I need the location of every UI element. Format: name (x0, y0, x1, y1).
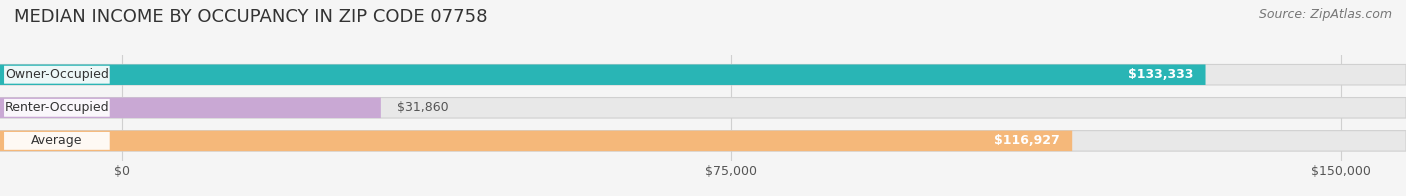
Text: Average: Average (31, 134, 83, 147)
FancyBboxPatch shape (0, 98, 381, 118)
Text: Source: ZipAtlas.com: Source: ZipAtlas.com (1258, 8, 1392, 21)
Text: $133,333: $133,333 (1128, 68, 1194, 81)
FancyBboxPatch shape (0, 98, 1406, 118)
FancyBboxPatch shape (4, 99, 110, 117)
Text: Renter-Occupied: Renter-Occupied (4, 101, 110, 114)
FancyBboxPatch shape (4, 132, 110, 150)
Text: Owner-Occupied: Owner-Occupied (6, 68, 108, 81)
FancyBboxPatch shape (0, 131, 1406, 151)
Text: MEDIAN INCOME BY OCCUPANCY IN ZIP CODE 07758: MEDIAN INCOME BY OCCUPANCY IN ZIP CODE 0… (14, 8, 488, 26)
Text: $116,927: $116,927 (994, 134, 1060, 147)
Text: $31,860: $31,860 (396, 101, 449, 114)
FancyBboxPatch shape (0, 64, 1205, 85)
FancyBboxPatch shape (0, 64, 1406, 85)
FancyBboxPatch shape (4, 66, 110, 84)
FancyBboxPatch shape (0, 131, 1073, 151)
